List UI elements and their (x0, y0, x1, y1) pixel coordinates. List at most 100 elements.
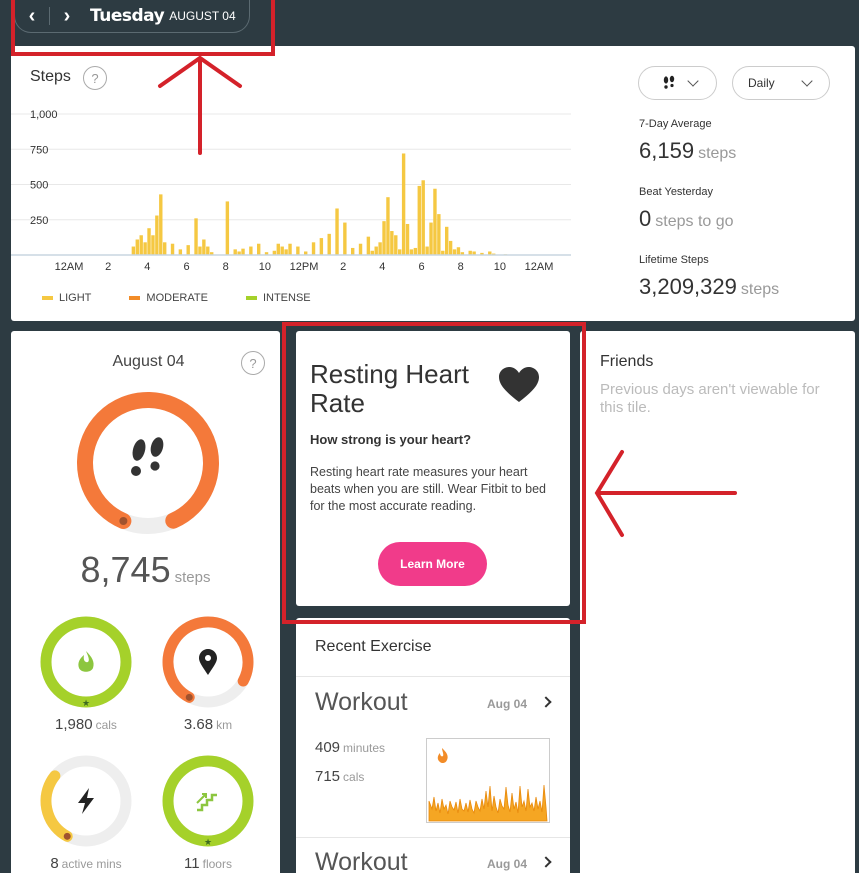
legend-label: MODERATE (146, 292, 208, 304)
exercise-date: Aug 04 (487, 857, 528, 871)
calories-unit: cals (95, 718, 117, 732)
mini-ring[interactable]: ★ (40, 616, 132, 708)
x-tick-label: 8 (458, 261, 464, 271)
legend-swatch (42, 296, 53, 300)
avg-unit: steps (698, 145, 737, 162)
step-bar (241, 248, 245, 255)
legend-swatch (129, 296, 141, 300)
step-bar (159, 194, 163, 255)
step-bar (155, 215, 159, 255)
floors-unit: floors (202, 857, 232, 871)
chevron-right-icon[interactable]: › (63, 4, 71, 27)
step-bar (288, 243, 292, 255)
x-tick-label: 10 (494, 261, 506, 271)
step-bar (264, 252, 269, 255)
mini-ring[interactable] (32, 747, 140, 851)
avg-label: 7-Day Average (639, 118, 712, 130)
step-bar (488, 251, 492, 255)
footsteps-icon (663, 75, 675, 89)
chevron-left-icon[interactable]: ‹ (28, 4, 36, 27)
step-bar (437, 214, 441, 255)
summary-date: August 04 (112, 353, 185, 370)
ring-start-dot (119, 516, 128, 525)
y-tick-label: 1,000 (30, 109, 58, 121)
x-tick-label: 4 (379, 261, 385, 271)
distance-unit: km (216, 718, 233, 732)
lifetime-number: 3,209,329 (639, 274, 737, 299)
step-bar (445, 226, 449, 255)
step-bar (394, 235, 398, 255)
heart-rate-description: Resting heart rate measures your heart b… (310, 465, 546, 513)
distance-value: 3.68 (183, 716, 214, 733)
friends-card: Friends Previous days aren't viewable fo… (580, 331, 855, 873)
step-bar (429, 222, 433, 255)
legend-item-light: LIGHT (42, 292, 91, 304)
legend-item-intense: INTENSE (245, 292, 311, 304)
heart-rate-title: Resting Heart Rate (310, 359, 469, 418)
legend-label: LIGHT (59, 292, 92, 304)
step-bar (249, 246, 253, 255)
exercise-heart-graph (426, 738, 550, 823)
step-bar (374, 246, 378, 255)
exercise-cals: 715 cals (315, 768, 364, 785)
activity-type-select[interactable] (638, 66, 717, 100)
x-tick-label: 6 (183, 261, 189, 271)
step-bar (272, 250, 277, 255)
steps-ring[interactable] (65, 380, 230, 545)
yesterday-label: Beat Yesterday (639, 186, 714, 198)
summary-rings (65, 380, 230, 545)
divider (296, 837, 570, 838)
help-icon[interactable]: ? (241, 351, 265, 375)
avg-number: 6,159 (639, 138, 695, 163)
step-bar (335, 208, 339, 255)
total-steps-unit: steps (174, 569, 211, 586)
step-bar (421, 180, 425, 255)
step-bar (327, 233, 331, 255)
legend-swatch (245, 296, 257, 300)
exercise-name: Workout (315, 688, 408, 716)
mini-ring[interactable]: ★ (162, 755, 254, 847)
total-steps: 8,745 steps (11, 549, 280, 591)
ring-progress (40, 616, 132, 708)
active-mins-label: 8 active mins (26, 855, 146, 872)
calories-label: 1,980 cals (26, 716, 146, 733)
x-tick-label: 2 (105, 261, 111, 271)
step-bar (405, 223, 410, 255)
mini-ring[interactable] (154, 608, 262, 716)
active-mins-unit: active mins (61, 857, 122, 871)
period-select[interactable]: Daily (732, 66, 830, 100)
step-bar (276, 243, 280, 255)
date-full: AUGUST 04 (169, 9, 236, 23)
step-bar (135, 239, 139, 255)
ring-start-dot (185, 693, 193, 701)
learn-more-button[interactable]: Learn More (378, 542, 487, 586)
step-bar (280, 246, 284, 255)
step-bar (163, 242, 167, 255)
x-tick-label: 12PM (290, 261, 319, 271)
divider (296, 676, 570, 677)
goal-star-icon: ★ (82, 698, 90, 708)
friends-title: Friends (600, 353, 654, 370)
step-bar (417, 185, 421, 255)
legend-item-moderate: MODERATE (129, 292, 208, 304)
step-bar (472, 251, 476, 255)
location-pin-icon (199, 649, 217, 675)
yesterday-unit: steps to go (655, 213, 734, 230)
step-bar (319, 238, 324, 255)
step-bar (448, 240, 453, 255)
help-icon[interactable]: ? (83, 66, 107, 90)
recent-exercise-title: Recent Exercise (315, 638, 432, 655)
step-bar (370, 250, 374, 255)
date-navigator: ‹ › Tuesday AUGUST 04 (14, 0, 250, 33)
step-bar (441, 250, 445, 255)
step-bar (425, 246, 429, 255)
chart-legend: LIGHT MODERATE INTENSE (42, 292, 349, 304)
step-bar (452, 249, 457, 255)
step-bar (460, 252, 465, 255)
floors-value: 11 (184, 855, 200, 872)
steps-card: Steps ? 1,000 750 500 250 12AM 2 4 6 8 10 12PM 2 4 6 8… (11, 46, 855, 321)
minutes-value: 409 (315, 739, 341, 756)
step-bar (202, 239, 206, 255)
step-bar (304, 251, 308, 255)
flame-icon (437, 748, 448, 764)
